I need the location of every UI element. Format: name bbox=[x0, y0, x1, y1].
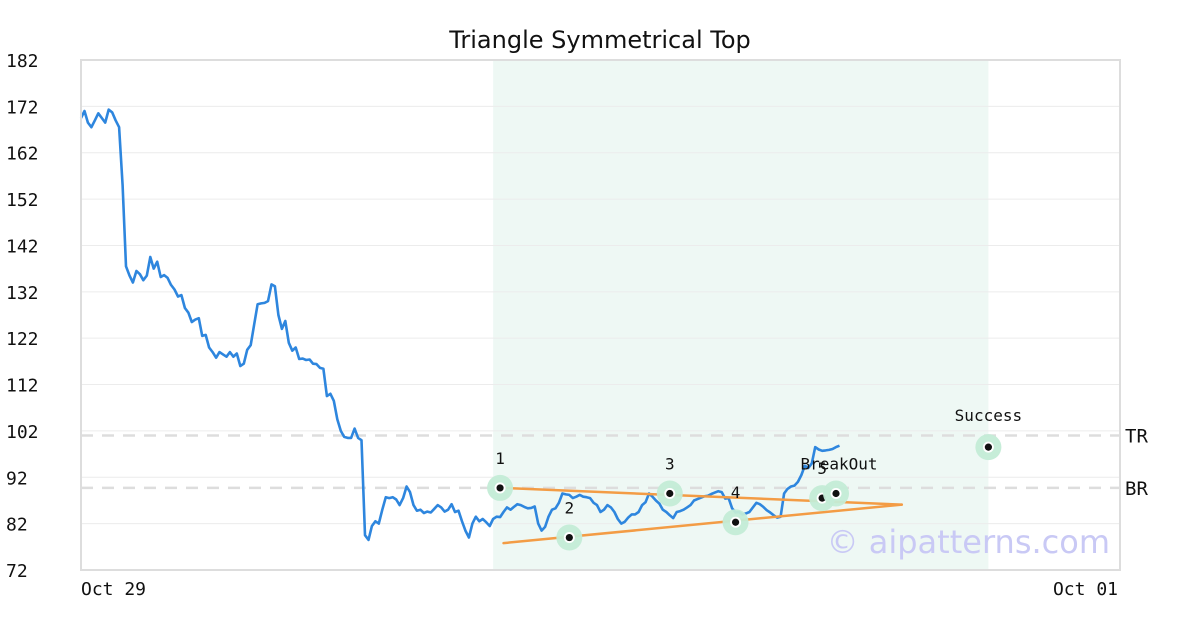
y-tick-label: 82 bbox=[6, 515, 28, 536]
point-label-success: Success bbox=[955, 406, 1022, 425]
point-label-breakout: BreakOut bbox=[800, 455, 877, 474]
point-marker-3 bbox=[666, 489, 674, 498]
point-marker-1 bbox=[496, 484, 504, 492]
y-tick-label: 162 bbox=[6, 144, 39, 165]
y-tick-label: 152 bbox=[6, 190, 39, 211]
point-label-3: 3 bbox=[665, 455, 675, 474]
price-line bbox=[79, 108, 840, 542]
point-label-2: 2 bbox=[565, 499, 575, 518]
y-tick-label: 102 bbox=[6, 422, 39, 443]
point-marker-4 bbox=[731, 518, 740, 526]
level-label-br: BR bbox=[1125, 478, 1148, 500]
highlight-region bbox=[493, 60, 989, 570]
point-label-4: 4 bbox=[731, 483, 741, 502]
y-tick-label: 92 bbox=[6, 468, 28, 489]
x-tick-start: Oct 29 bbox=[81, 579, 146, 600]
point-marker-success bbox=[984, 443, 992, 451]
y-tick-label: 172 bbox=[6, 97, 39, 118]
chart-title: Triangle Symmetrical Top bbox=[448, 26, 751, 54]
y-tick-label: 122 bbox=[6, 329, 39, 350]
point-marker-breakout bbox=[832, 489, 840, 498]
y-tick-label: 142 bbox=[6, 236, 39, 257]
point-label-5: 5 bbox=[817, 459, 827, 478]
watermark: © aipatterns.com bbox=[827, 523, 1110, 561]
y-tick-label: 112 bbox=[6, 376, 39, 397]
point-marker-2 bbox=[565, 533, 573, 542]
y-tick-label: 72 bbox=[6, 561, 28, 582]
level-label-tr: TR bbox=[1125, 426, 1148, 448]
plot-frame bbox=[80, 59, 1121, 571]
point-label-1: 1 bbox=[495, 449, 505, 468]
y-axis: 182 172 162 152 142 132 122 112 102 92 82 72 bbox=[6, 51, 39, 582]
y-tick-label: 182 bbox=[6, 51, 39, 72]
y-tick-label: 132 bbox=[6, 283, 39, 304]
level-lines: TR BR bbox=[81, 426, 1148, 500]
grid bbox=[81, 59, 1120, 571]
x-tick-end: Oct 01 bbox=[1053, 579, 1118, 600]
